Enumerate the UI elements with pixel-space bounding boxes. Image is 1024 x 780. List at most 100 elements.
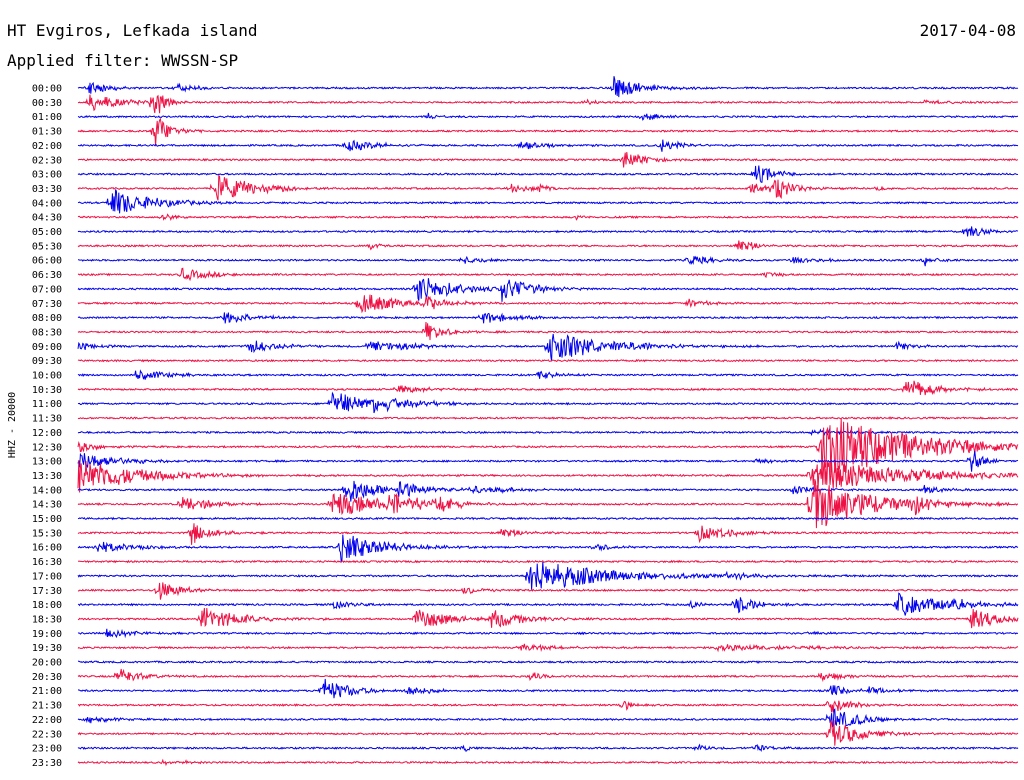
trace-line <box>77 278 1019 302</box>
tick-label: 16:00 <box>32 543 62 554</box>
tick-label: 21:30 <box>32 701 62 712</box>
tick-label: 15:30 <box>32 528 62 539</box>
trace-line <box>77 312 1019 324</box>
tick-label: 13:00 <box>32 457 62 468</box>
trace-line <box>77 534 1019 563</box>
trace-line <box>77 660 1019 664</box>
trace-line <box>77 708 1019 729</box>
seismogram-traces <box>77 76 1019 767</box>
trace-line <box>77 678 1019 699</box>
trace-line <box>77 668 1019 683</box>
trace-line <box>77 358 1019 363</box>
tick-label: 07:00 <box>32 284 62 295</box>
trace-line <box>77 516 1019 521</box>
trace-line <box>77 226 1019 237</box>
tick-label: 11:30 <box>32 414 62 425</box>
trace-line <box>77 628 1019 639</box>
tick-label: 07:30 <box>32 299 62 310</box>
trace-line <box>77 321 1019 341</box>
tick-label: 19:30 <box>32 643 62 654</box>
trace-line <box>77 117 1019 147</box>
tick-label: 05:00 <box>32 227 62 238</box>
trace-line <box>77 592 1019 616</box>
trace-line <box>77 189 1019 214</box>
trace-line <box>77 151 1019 168</box>
tick-label: 14:00 <box>32 485 62 496</box>
tick-label: 10:30 <box>32 385 62 396</box>
trace-line <box>77 174 1019 201</box>
trace-line <box>77 369 1019 380</box>
trace-line <box>77 758 1019 767</box>
trace-line <box>77 76 1019 98</box>
trace-line <box>77 165 1019 183</box>
tick-label: 03:00 <box>32 170 62 181</box>
tick-label: 02:00 <box>32 141 62 152</box>
trace-line <box>77 139 1019 152</box>
tick-label: 16:30 <box>32 557 62 568</box>
tick-label: 22:00 <box>32 715 62 726</box>
tick-label: 09:30 <box>32 356 62 367</box>
tick-label: 13:30 <box>32 471 62 482</box>
tick-label: 05:30 <box>32 241 62 252</box>
y-axis-label: HHZ - 20000 <box>7 392 18 458</box>
trace-line <box>77 582 1019 600</box>
tick-label: 18:30 <box>32 614 62 625</box>
tick-label: 20:30 <box>32 672 62 683</box>
tick-label: 12:30 <box>32 442 62 453</box>
tick-label: 17:00 <box>32 571 62 582</box>
trace-line <box>77 112 1019 121</box>
trace-line <box>77 255 1019 267</box>
tick-label: 10:00 <box>32 371 62 382</box>
tick-label: 23:30 <box>32 758 62 769</box>
trace-line <box>77 267 1019 282</box>
trace-line <box>77 416 1019 420</box>
trace-line <box>77 700 1019 713</box>
tick-label: 02:30 <box>32 155 62 166</box>
trace-line <box>77 294 1018 314</box>
tick-label: 19:00 <box>32 629 62 640</box>
tick-label: 18:00 <box>32 600 62 611</box>
trace-line <box>77 428 1019 437</box>
tick-label: 23:00 <box>32 744 62 755</box>
trace-line <box>77 391 1019 414</box>
tick-labels: 00:00 00:30 01:00 01:30 02:00 02:30 03:00 03:30… <box>32 84 62 769</box>
trace-line <box>77 213 1019 222</box>
trace-line <box>77 380 1019 396</box>
trace-line <box>77 460 1019 493</box>
trace-line <box>77 743 1019 753</box>
trace-line <box>77 94 1019 114</box>
tick-label: 15:00 <box>32 514 62 525</box>
tick-label: 01:00 <box>32 112 62 123</box>
tick-label: 01:30 <box>32 127 62 138</box>
filter-subtitle: Applied filter: WWSSN-SP <box>7 51 238 70</box>
tick-label: 00:30 <box>32 98 62 109</box>
trace-line <box>77 559 1019 564</box>
trace-line <box>77 607 1019 629</box>
trace-line <box>77 719 1019 746</box>
tick-label: 06:30 <box>32 270 62 281</box>
tick-label: 12:00 <box>32 428 62 439</box>
tick-label: 20:00 <box>32 658 62 669</box>
trace-line <box>77 480 1019 502</box>
trace-line <box>77 333 1019 362</box>
tick-label: 08:00 <box>32 313 62 324</box>
tick-label: 09:00 <box>32 342 62 353</box>
trace-line <box>77 643 1019 653</box>
tick-label: 04:00 <box>32 198 62 209</box>
tick-label: 04:30 <box>32 213 62 224</box>
tick-label: 06:00 <box>32 256 62 267</box>
trace-line <box>77 450 1019 472</box>
trace-line <box>77 418 1019 478</box>
tick-label: 03:30 <box>32 184 62 195</box>
tick-label: 00:00 <box>32 84 62 95</box>
tick-label: 22:30 <box>32 729 62 740</box>
trace-line <box>77 523 1019 545</box>
tick-label: 14:30 <box>32 500 62 511</box>
trace-line <box>77 240 1019 251</box>
tick-label: 11:00 <box>32 399 62 410</box>
tick-label: 21:00 <box>32 686 62 697</box>
tick-label: 08:30 <box>32 327 62 338</box>
station-title: HT Evgiros, Lefkada island <box>7 21 257 40</box>
tick-label: 17:30 <box>32 586 62 597</box>
